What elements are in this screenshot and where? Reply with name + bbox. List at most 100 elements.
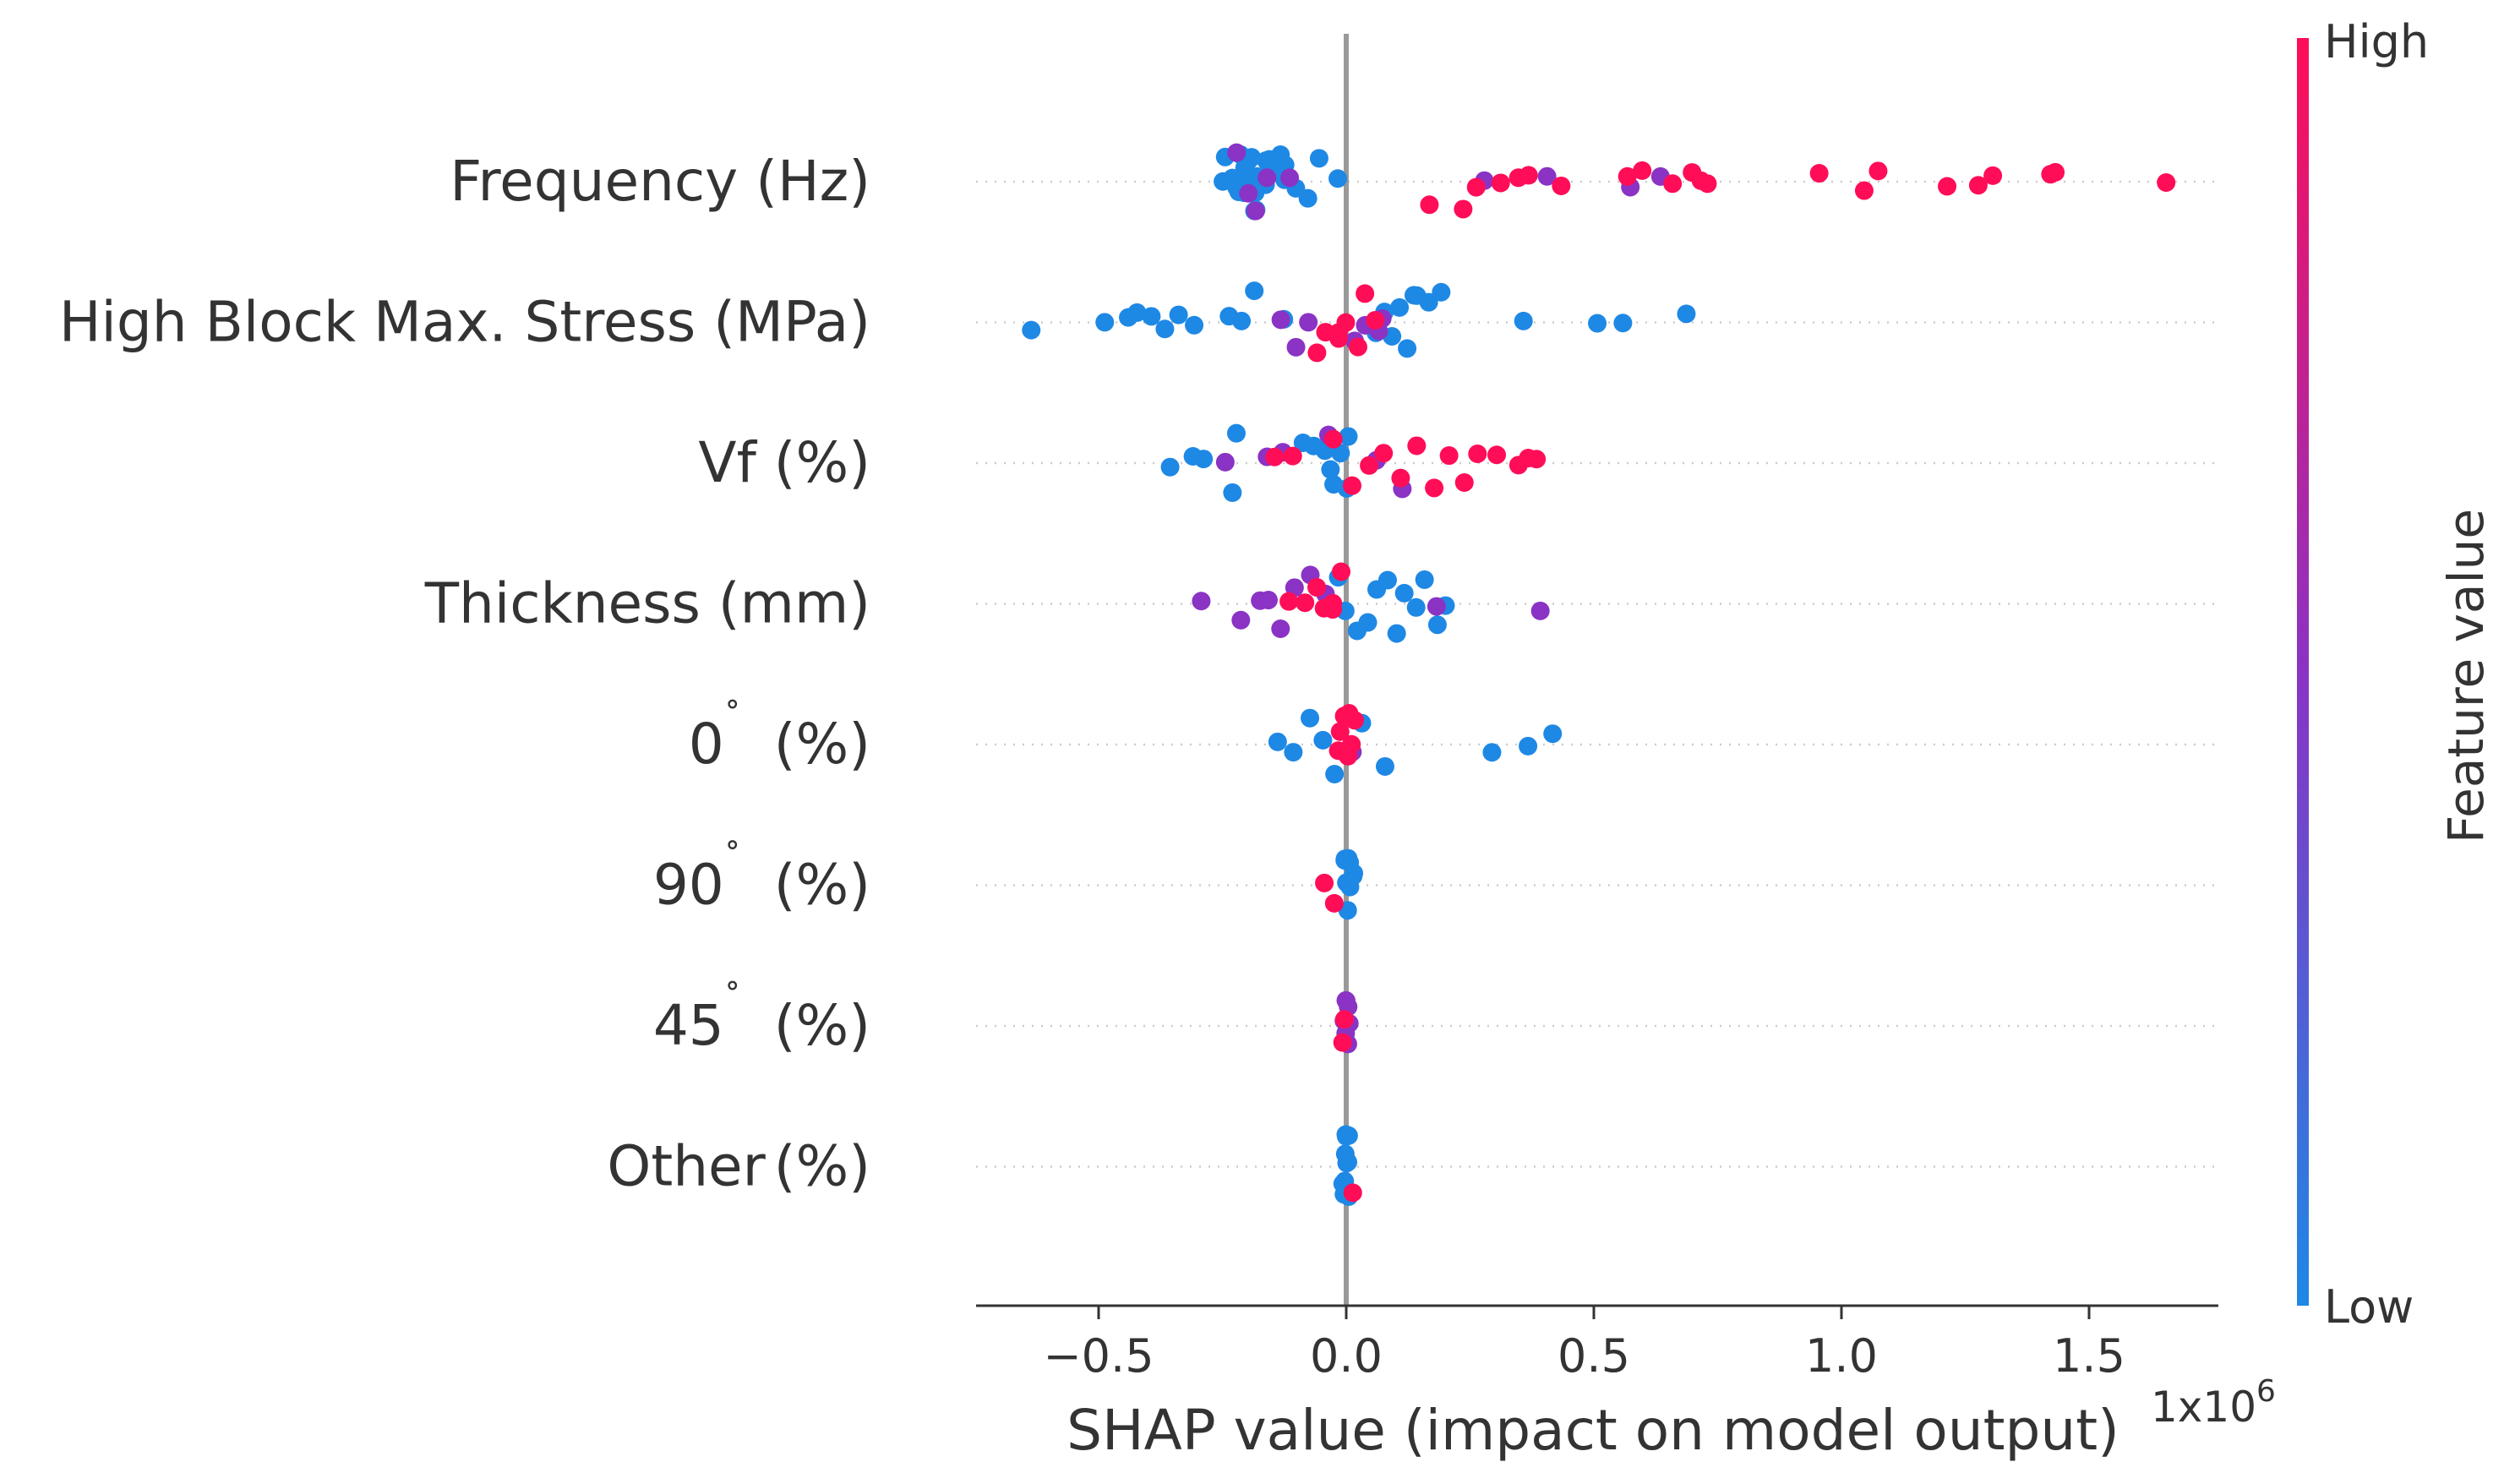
feature-label-degree: ˚ xyxy=(724,980,741,1019)
shap-point xyxy=(1519,736,1538,756)
shap-point xyxy=(1343,476,1362,495)
shap-point xyxy=(1194,450,1214,469)
shap-point xyxy=(1095,313,1115,332)
shap-point xyxy=(1245,281,1264,301)
shap-point xyxy=(1330,722,1350,741)
shap-point xyxy=(1280,168,1300,188)
shap-point xyxy=(1613,314,1633,333)
shap-point xyxy=(1333,1033,1352,1052)
shap-point xyxy=(1022,320,1041,340)
shap-point xyxy=(1514,311,1533,330)
shap-point xyxy=(1391,468,1410,488)
shap-point xyxy=(1527,450,1547,469)
x-tick-label: 0.5 xyxy=(1557,1329,1630,1383)
shap-point xyxy=(1356,284,1375,303)
shap-point xyxy=(1328,323,1348,342)
feature-label-main: Frequency (Hz) xyxy=(450,149,870,214)
shap-point xyxy=(1328,169,1348,188)
shap-point xyxy=(1387,624,1406,643)
shap-point xyxy=(1323,429,1343,449)
shap-point xyxy=(1420,195,1439,215)
shap-point xyxy=(1309,149,1328,168)
shap-point xyxy=(1394,583,1414,603)
shap-point xyxy=(1677,304,1696,324)
shap-point xyxy=(1296,593,1315,613)
shap-point xyxy=(1299,313,1318,332)
feature-label-degree: ˚ xyxy=(724,840,741,879)
feature-label: 90˚ (%) xyxy=(653,840,870,918)
shap-point xyxy=(1406,597,1426,617)
shap-point xyxy=(1192,592,1211,611)
shap-point xyxy=(1377,570,1397,590)
shap-point xyxy=(1265,447,1285,466)
shap-point xyxy=(1257,168,1277,188)
shap-point xyxy=(1809,164,1829,183)
shap-point xyxy=(1663,174,1683,194)
shap-point xyxy=(1543,724,1563,744)
x-tick-label: 1.0 xyxy=(1805,1329,1878,1383)
x-axis-offset-exponent: 6 xyxy=(2256,1374,2276,1409)
shap-point xyxy=(1160,457,1180,477)
shap-point xyxy=(1142,307,1161,326)
feature-label-main: 90 xyxy=(653,853,724,918)
shap-point xyxy=(1537,166,1557,186)
feature-label-tail: (%) xyxy=(774,1134,870,1199)
shap-point xyxy=(1331,444,1350,463)
shap-point xyxy=(1301,708,1320,728)
shap-point xyxy=(1325,765,1345,784)
shap-point xyxy=(1552,176,1571,195)
shap-point xyxy=(1419,292,1438,312)
shap-point xyxy=(1127,303,1147,322)
shap-point xyxy=(1284,743,1303,762)
shap-point xyxy=(1374,444,1394,463)
shap-point xyxy=(1336,850,1356,870)
shap-point xyxy=(1286,337,1306,357)
shap-point xyxy=(1439,446,1459,466)
shap-point xyxy=(1283,446,1302,466)
shap-point xyxy=(1227,143,1247,162)
shap-point xyxy=(1315,873,1334,892)
shap-point xyxy=(1169,305,1188,325)
shap-point xyxy=(1342,734,1361,754)
shap-point xyxy=(1427,615,1447,635)
feature-label-main: Other xyxy=(607,1134,766,1199)
shap-point xyxy=(1868,161,1888,181)
shap-point xyxy=(1530,601,1550,620)
feature-label: Other (%) xyxy=(607,1134,870,1199)
shap-point xyxy=(1482,743,1502,762)
shap-point xyxy=(1332,562,1351,581)
shap-point xyxy=(1279,592,1299,611)
feature-label-main: Vf (%) xyxy=(698,430,870,495)
shap-point xyxy=(1239,183,1258,203)
shap-point xyxy=(1232,311,1252,330)
shap-point xyxy=(1307,577,1327,597)
shap-point xyxy=(1466,177,1486,197)
shap-point xyxy=(1360,456,1379,475)
shap-point xyxy=(1454,199,1473,219)
shap-point xyxy=(1854,181,1874,200)
feature-label: Vf (%) xyxy=(698,430,870,495)
feature-label-degree: ˚ xyxy=(724,699,741,738)
x-tick-label: 1.5 xyxy=(2053,1329,2125,1383)
shap-point xyxy=(1468,444,1487,463)
shap-point xyxy=(1519,166,1538,185)
shap-point xyxy=(1155,319,1175,339)
feature-label: Thickness (mm) xyxy=(424,571,870,636)
feature-label: 0˚ (%) xyxy=(689,699,870,777)
shap-point xyxy=(1366,310,1385,330)
shap-point xyxy=(1983,166,2003,185)
shap-point xyxy=(2046,162,2065,182)
shap-point xyxy=(1407,436,1427,456)
shap-point xyxy=(1223,483,1242,502)
shap-point xyxy=(1334,1010,1354,1029)
colorbar-low-label: Low xyxy=(2324,1280,2414,1334)
feature-label-tail: (%) xyxy=(756,712,870,777)
points-layer xyxy=(1022,143,2176,1206)
shap-point xyxy=(1334,707,1354,726)
shap-point xyxy=(1348,337,1367,357)
feature-label-main: 45 xyxy=(653,993,724,1058)
feature-label: High Block Max. Stress (MPa) xyxy=(59,290,870,355)
shap-point xyxy=(1271,310,1290,330)
x-axis-offset-label: 1x106 xyxy=(2151,1374,2276,1432)
shap-point xyxy=(1358,613,1377,632)
